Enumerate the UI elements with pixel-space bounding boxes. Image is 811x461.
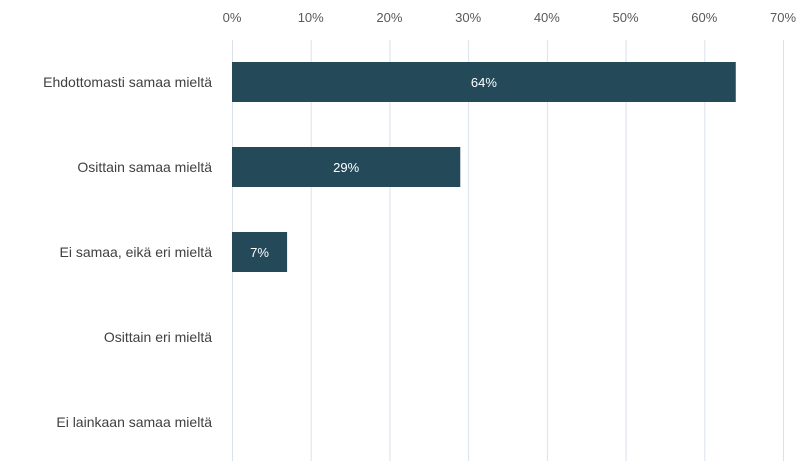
category-label: Osittain samaa mieltä [77, 159, 212, 175]
bar-value-label: 64% [471, 75, 497, 90]
gridlines [232, 40, 784, 461]
bar-value-label: 7% [250, 245, 269, 260]
data-labels: 64% 29% 7% [250, 75, 497, 260]
category-label: Osittain eri mieltä [104, 329, 212, 345]
x-tick-label: 50% [613, 10, 639, 25]
bars [232, 62, 736, 272]
category-label: Ei samaa, eikä eri mieltä [59, 244, 212, 260]
x-tick-label: 10% [298, 10, 324, 25]
x-tick-label: 60% [691, 10, 717, 25]
bar-value-label: 29% [333, 160, 359, 175]
x-tick-label: 40% [534, 10, 560, 25]
x-tick-label: 20% [376, 10, 402, 25]
x-tick-label: 0% [223, 10, 242, 25]
category-label: Ehdottomasti samaa mieltä [43, 74, 212, 90]
x-tick-label: 30% [455, 10, 481, 25]
bar [232, 232, 288, 272]
category-labels: Ehdottomasti samaa mieltä Osittain samaa … [43, 74, 212, 430]
category-label: Ei lainkaan samaa mieltä [56, 414, 212, 430]
x-axis-tick-labels: 0% 10% 20% 30% 40% 50% 60% 70% [223, 10, 797, 25]
bar [232, 62, 736, 102]
x-tick-label: 70% [770, 10, 796, 25]
bar [232, 147, 461, 187]
